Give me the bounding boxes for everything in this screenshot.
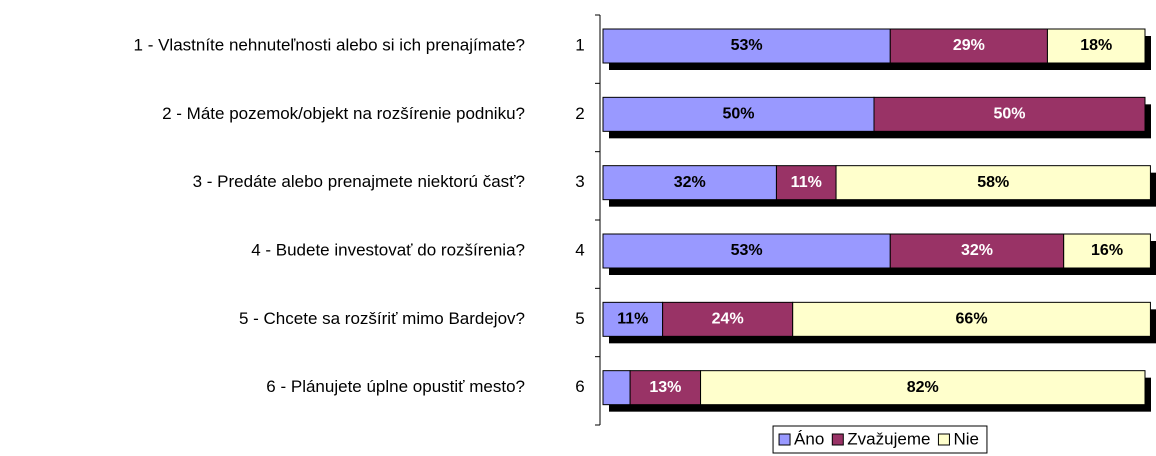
- question-label: 4 - Budete investovať do rozšírenia?: [251, 240, 525, 259]
- bar-segment: [700, 370, 1146, 406]
- category-label: 2: [575, 104, 584, 123]
- bar-segment: [835, 165, 1151, 201]
- legend-label: Áno: [794, 429, 824, 448]
- question-label: 6 - Plánujete úplne opustiť mesto?: [266, 377, 525, 396]
- value-label: 18%: [1080, 37, 1112, 54]
- category-label: 4: [575, 240, 584, 259]
- question-label: 5 - Chcete sa rozšíriť mimo Bardejov?: [239, 309, 525, 328]
- bar-segment: [1046, 28, 1146, 64]
- value-label: 53%: [731, 242, 763, 259]
- bar-segment: [602, 301, 664, 337]
- value-label: 13%: [649, 379, 681, 396]
- question-label: 2 - Máte pozemok/objekt na rozšírenie po…: [162, 104, 525, 123]
- bar-segment: [602, 165, 777, 201]
- value-label: 11%: [617, 311, 648, 328]
- bar-segment: [775, 165, 837, 201]
- bar-segment: [889, 233, 1065, 269]
- category-label: 1: [575, 35, 584, 54]
- value-label: 50%: [993, 106, 1025, 123]
- category-label: 6: [575, 377, 584, 396]
- bar-segment: [629, 370, 702, 406]
- value-label: 32%: [674, 174, 706, 191]
- legend-label: Zvažujeme: [847, 429, 930, 448]
- bar-segment: [1063, 233, 1151, 269]
- legend-swatch: [778, 433, 791, 446]
- value-label: 53%: [731, 37, 763, 54]
- value-label: 50%: [722, 106, 754, 123]
- category-label: 5: [575, 309, 584, 328]
- value-label: 32%: [961, 242, 993, 259]
- bar-segment: [602, 370, 631, 406]
- value-label: 82%: [907, 379, 939, 396]
- legend-label: Nie: [953, 429, 979, 448]
- value-label: 29%: [953, 37, 985, 54]
- bar-segment: [792, 301, 1151, 337]
- question-label: 1 - Vlastníte nehnuteľnosti alebo si ich…: [134, 35, 525, 54]
- bar-segment: [662, 301, 794, 337]
- value-label: 66%: [956, 311, 988, 328]
- category-label: 3: [575, 172, 584, 191]
- value-label: 11%: [791, 174, 822, 191]
- question-label: 3 - Predáte alebo prenajmete niektorú ča…: [193, 172, 525, 191]
- legend-box: [772, 425, 988, 454]
- value-label: 16%: [1091, 242, 1123, 259]
- bar-segment: [873, 96, 1146, 132]
- legend-swatch: [937, 433, 950, 446]
- value-label: 58%: [977, 174, 1009, 191]
- legend: Áno Zvažujeme Nie: [772, 425, 988, 454]
- legend-swatch: [831, 433, 844, 446]
- bar-segment: [889, 28, 1048, 64]
- bar-segment: [602, 233, 891, 269]
- value-label: 24%: [712, 311, 744, 328]
- bar-segment: [602, 28, 891, 64]
